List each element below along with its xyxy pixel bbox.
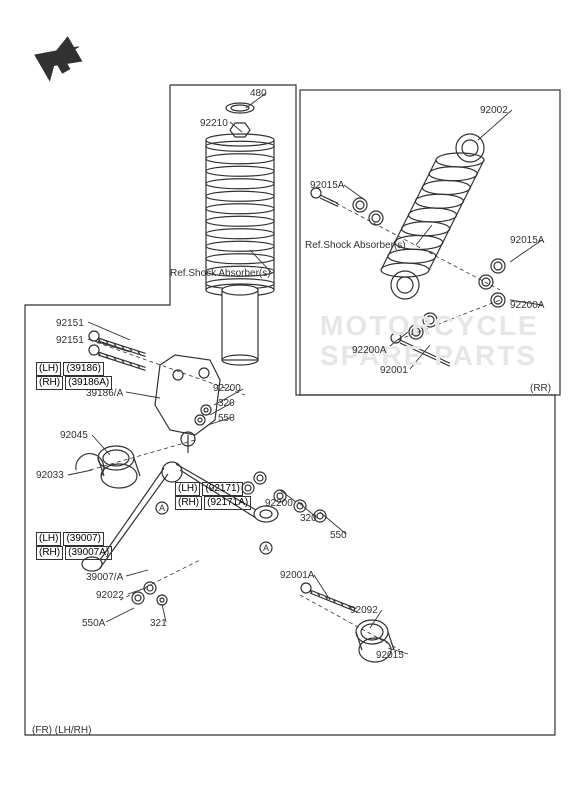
part-label-15: 92022 xyxy=(96,590,124,601)
lr-ref-3: (RH)(92171A) xyxy=(175,492,253,510)
part-label-11: 92200 xyxy=(265,498,293,509)
part-label-20: 92015 xyxy=(376,650,404,661)
part-label-3: 92151 xyxy=(56,318,84,329)
lr-ref-1: (RH)(39186A) xyxy=(36,372,114,390)
part-label-7: 550 xyxy=(218,413,235,424)
lr-ref-5: (RH)(39007A) xyxy=(36,542,114,560)
part-label-18: 92001A xyxy=(280,570,314,581)
part-label-16: 550A xyxy=(82,618,105,629)
diagram-canvas: AA MOTORCYCLESPARE PARTS48092210Ref.Shoc… xyxy=(0,0,584,800)
part-label-24: 92015A xyxy=(510,235,544,246)
part-label-19: 92092 xyxy=(350,605,378,616)
diagram-svg: AA xyxy=(0,0,584,800)
part-label-0: 480 xyxy=(250,88,267,99)
part-label-21: 92002 xyxy=(480,105,508,116)
part-label-29: (FR) (LH/RH) xyxy=(32,725,91,736)
part-label-27: 92001 xyxy=(380,365,408,376)
part-label-5: 92200 xyxy=(213,383,241,394)
part-label-1: 92210 xyxy=(200,118,228,129)
part-label-9: 92045 xyxy=(60,430,88,441)
svg-text:A: A xyxy=(159,503,165,513)
part-label-12: 320 xyxy=(300,513,317,524)
part-label-14: 39007/A xyxy=(86,572,123,583)
part-label-23: Ref.Shock Absorber(s) xyxy=(305,240,406,251)
part-label-28: (RR) xyxy=(530,383,551,394)
part-label-4: 92151 xyxy=(56,335,84,346)
svg-text:A: A xyxy=(263,543,269,553)
part-label-26: 92200A xyxy=(352,345,386,356)
part-label-6: 320 xyxy=(218,398,235,409)
part-label-10: 92033 xyxy=(36,470,64,481)
part-label-22: 92015A xyxy=(310,180,344,191)
part-label-13: 550 xyxy=(330,530,347,541)
part-label-25: 92200A xyxy=(510,300,544,311)
part-label-17: 321 xyxy=(150,618,167,629)
part-label-2: Ref.Shock Absorber(s) xyxy=(170,268,271,279)
